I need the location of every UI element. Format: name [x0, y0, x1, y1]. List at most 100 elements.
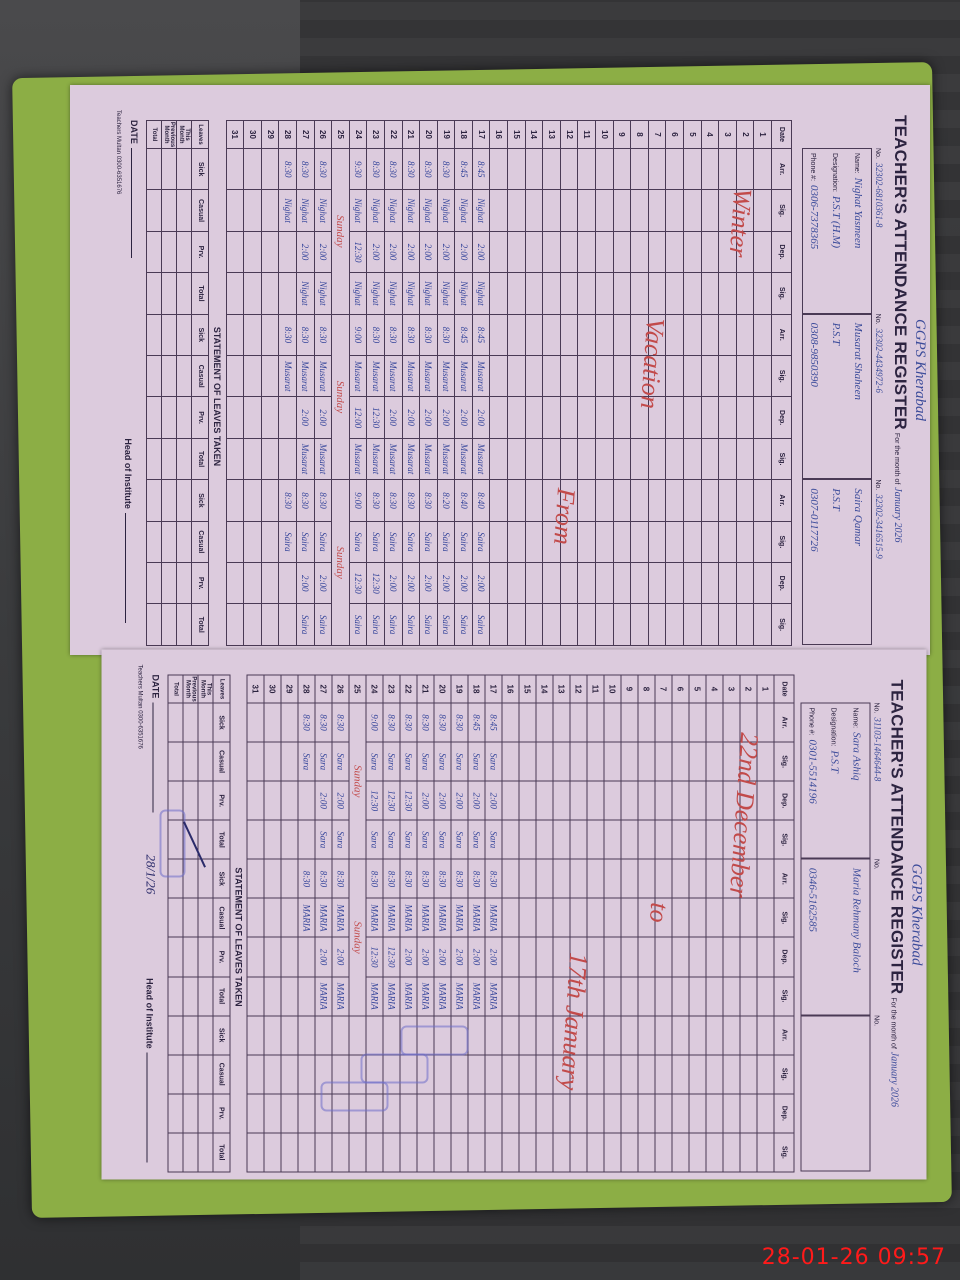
leave-type-header: Casual: [213, 898, 230, 938]
arrival-signature: [753, 521, 772, 563]
departure-signature: [553, 820, 570, 860]
leaves-row-label: Previous Month: [183, 675, 198, 703]
departure-time: [753, 396, 772, 439]
departure-time: [525, 562, 543, 604]
departure-time: [243, 231, 262, 273]
arrival-signature: [621, 742, 638, 782]
arrival-time: 8:30: [468, 859, 485, 899]
arrival-time: [332, 1015, 349, 1055]
arrival-time: 8:30: [419, 148, 438, 190]
arrival-signature: MARIA: [383, 898, 400, 938]
date-cell: 29: [261, 120, 279, 149]
leave-count-cell: [176, 355, 192, 397]
table-row: 17 8:45 Sara 2:00 Sara 8:30 MARIA 2:00 MARIA: [485, 675, 502, 1172]
designation-value: P.S.T (H.M): [830, 195, 842, 249]
arrival-time: [595, 479, 614, 522]
arrival-signature: [502, 742, 519, 782]
leave-type-header: Casual: [191, 521, 209, 563]
leave-type-header: Prv.: [191, 396, 209, 439]
no-label: No.: [874, 479, 881, 491]
arrival-signature: [665, 521, 684, 563]
leave-count-cell: [168, 1015, 183, 1055]
leave-count-cell: [198, 781, 213, 821]
teacher-header: No. 31103-1464644-8 Name: Sara Ashiq Designa…: [800, 702, 883, 1172]
date-cell: 13: [542, 120, 561, 149]
table-row: 5: [683, 120, 702, 646]
departure-signature: MARIA: [485, 976, 502, 1016]
school-name: GGPS Kherabad: [912, 318, 928, 422]
arrival-signature: MARIA: [400, 898, 417, 938]
attendance-table: Date Arr. Sig. Dep. Sig. Arr. Sig. Dep. Sig. Arr.…: [226, 120, 792, 646]
departure-signature: Saira: [454, 603, 473, 646]
departure-time: 2:00: [437, 562, 455, 604]
leave-count-cell: [146, 438, 162, 480]
departure-signature: [417, 1132, 434, 1172]
leave-count-cell: [176, 396, 192, 439]
date-cell: 2: [736, 120, 754, 149]
teacher-details-box: Name: Nighat Yasmeen Designation: P.S.T (H.…: [802, 148, 872, 314]
column-header: Sig.: [774, 1054, 794, 1094]
departure-time: [604, 937, 621, 977]
leave-count-cell: [183, 742, 198, 782]
leave-count-cell: [198, 742, 213, 782]
table-row: 10: [595, 120, 614, 646]
departure-time: [683, 396, 702, 439]
departure-signature: MARIA: [366, 976, 383, 1016]
departure-signature: [736, 438, 754, 480]
arrival-signature: [247, 1054, 264, 1094]
departure-time: [648, 231, 666, 273]
departure-time: 2:00: [472, 562, 490, 604]
departure-signature: [638, 976, 655, 1016]
arrival-time: 8:40: [454, 479, 473, 522]
leave-type-header: Sick: [213, 1015, 230, 1055]
departure-time: [753, 231, 772, 273]
departure-signature: MARIA: [451, 976, 468, 1016]
date-cell: 31: [247, 675, 264, 703]
arrival-time: 8:45: [472, 314, 490, 356]
date-cell: 28: [278, 120, 297, 149]
date-cell: 9: [613, 120, 631, 149]
departure-signature: [655, 820, 672, 860]
date-cell: 1: [757, 675, 774, 703]
departure-signature: MARIA: [315, 976, 332, 1016]
departure-signature: [753, 272, 772, 315]
arrival-time: 8:45: [468, 703, 485, 743]
departure-signature: [278, 603, 297, 646]
phone-value: 0346-5162585: [806, 867, 819, 932]
leave-count-cell: [176, 562, 192, 604]
table-row: 13: [553, 675, 570, 1172]
leave-count-cell: [146, 603, 162, 646]
departure-signature: [278, 272, 297, 315]
arrival-time: 8:30: [402, 148, 420, 190]
arrival-time: [604, 703, 621, 743]
arrival-time: [604, 1015, 621, 1055]
arrival-signature: [718, 355, 737, 397]
arrival-signature: [655, 742, 672, 782]
leave-count-cell: [176, 479, 192, 522]
leave-type-header: Prv.: [191, 231, 209, 273]
departure-time: [507, 396, 526, 439]
leave-count-cell: [146, 355, 162, 397]
leave-count-cell: [176, 438, 192, 480]
arrival-time: [701, 314, 719, 356]
cnic-value: 32302-4434972-6: [874, 328, 884, 394]
date-cell: 13: [553, 675, 570, 703]
leave-type-header: Total: [213, 820, 230, 860]
no-label: No.: [874, 148, 881, 159]
arrival-signature: [525, 355, 543, 397]
no-label: No.: [872, 858, 880, 870]
leave-count-cell: [198, 898, 213, 938]
arrival-signature: Nighat: [278, 189, 297, 232]
departure-time: [672, 937, 689, 977]
departure-time: 2:00: [485, 937, 502, 977]
arrival-time: [630, 479, 649, 522]
departure-signature: [630, 272, 649, 315]
date-cell: 7: [655, 675, 672, 703]
departure-time: [278, 396, 297, 439]
arrival-signature: Musarat: [349, 355, 367, 397]
arrival-time: [243, 148, 262, 190]
leave-count-cell: [183, 976, 198, 1016]
departure-signature: [706, 820, 723, 860]
departure-time: [507, 231, 526, 273]
leave-count-cell: [198, 820, 213, 860]
